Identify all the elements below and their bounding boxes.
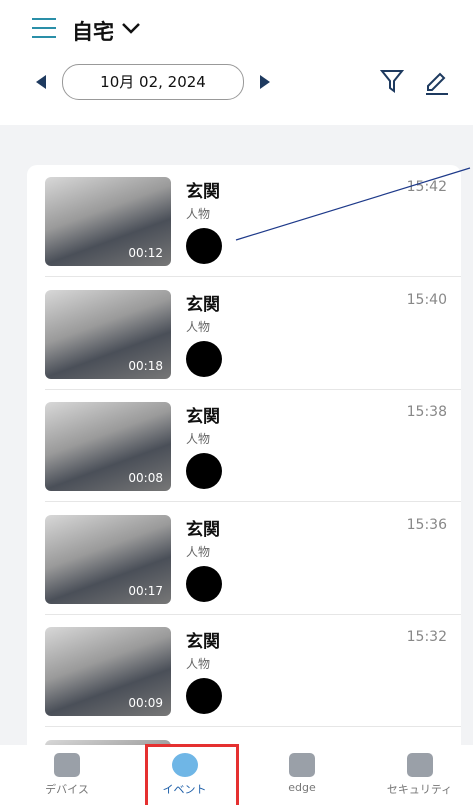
tab-icon (54, 753, 80, 777)
date-picker[interactable]: 10月 02, 2024 (62, 64, 244, 100)
event-label: 人物 (186, 318, 210, 335)
event-title: 玄関 (186, 177, 220, 202)
prev-date[interactable] (34, 74, 48, 90)
nav-tab[interactable]: セキュリティ (361, 745, 473, 805)
edit-icon[interactable] (422, 68, 450, 96)
face-avatar (186, 228, 222, 264)
event-item[interactable]: 00:17 玄関人物 15:36 (27, 503, 461, 615)
tab-icon (407, 753, 433, 777)
tab-label: セキュリティ (361, 781, 473, 797)
face-avatar (186, 678, 222, 714)
event-thumbnail[interactable]: 00:09 (45, 627, 171, 716)
event-thumbnail[interactable]: 00:08 (45, 402, 171, 491)
event-label: 人物 (186, 205, 210, 222)
app-screen: 自宅 10月 02, 2024 00:12玄関人物15:4200:18玄関人物1… (0, 0, 473, 805)
next-date[interactable] (258, 74, 272, 90)
tab-icon (289, 753, 315, 777)
nav-tab[interactable]: edge (243, 745, 361, 805)
face-avatar (186, 566, 222, 602)
menu-icon[interactable] (32, 18, 56, 38)
home-title[interactable]: 自宅 (72, 16, 114, 46)
event-title: 玄関 (186, 402, 220, 427)
video-duration: 00:08 (128, 471, 163, 485)
tab-label: デバイス (8, 781, 126, 797)
event-item[interactable]: 00:08 玄関人物 15:38 (27, 390, 461, 502)
nav-tab[interactable]: デバイス (8, 745, 126, 805)
event-thumbnail[interactable]: 00:17 (45, 515, 171, 604)
dropdown-chevron[interactable] (120, 20, 142, 36)
event-title: 玄関 (186, 627, 220, 652)
event-time: 15:42 (407, 179, 447, 195)
event-title: 玄関 (186, 290, 220, 315)
event-item-partial[interactable]: 玄関 (27, 728, 461, 746)
event-time: 15:36 (407, 517, 447, 533)
event-label: 人物 (186, 655, 210, 672)
event-item[interactable]: 00:18 玄関人物 15:40 (27, 278, 461, 390)
event-title: 玄関 (186, 515, 220, 540)
video-duration: 00:17 (128, 584, 163, 598)
event-label: 人物 (186, 430, 210, 447)
tab-label: edge (243, 781, 361, 794)
event-thumbnail[interactable]: 00:12 (45, 177, 171, 266)
video-duration: 00:18 (128, 359, 163, 373)
event-item[interactable]: 00:12 玄関人物 15:42 (27, 165, 461, 277)
highlight-box (145, 744, 239, 805)
video-duration: 00:09 (128, 696, 163, 710)
filter-icon[interactable] (380, 68, 404, 94)
event-label: 人物 (186, 543, 210, 560)
event-time: 15:40 (407, 292, 447, 308)
face-avatar (186, 341, 222, 377)
video-duration: 00:12 (128, 246, 163, 260)
face-avatar (186, 453, 222, 489)
event-time: 15:38 (407, 404, 447, 420)
event-item[interactable]: 00:09 玄関人物 15:32 (27, 615, 461, 727)
event-time: 15:32 (407, 629, 447, 645)
event-thumbnail[interactable]: 00:18 (45, 290, 171, 379)
